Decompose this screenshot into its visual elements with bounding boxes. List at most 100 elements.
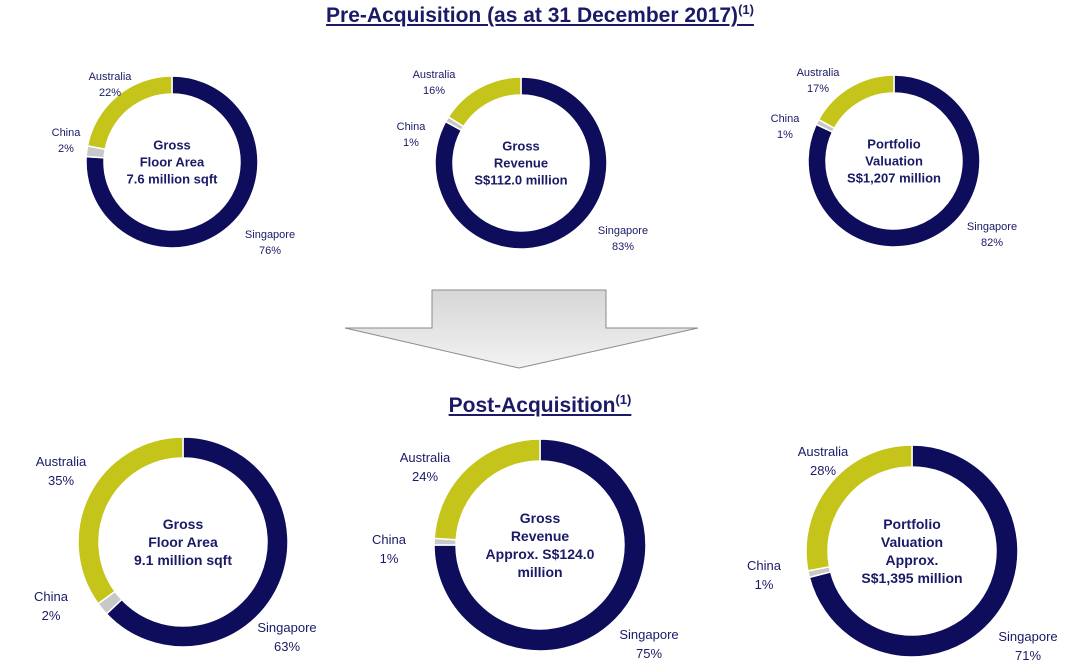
center-label-line: Valuation [865, 154, 923, 169]
slice-label-australia: Australia 16% [413, 69, 457, 97]
post-acquisition-title-text: Post-Acquisition [448, 394, 616, 417]
slice-label-name: Singapore [245, 229, 295, 241]
slice-label-australia: Australia 35% [36, 454, 87, 488]
donut-pre-gfa: Singapore 76% China 2% Australia 22% Gross Floo… [52, 71, 295, 257]
slice-label-name: Australia [89, 71, 133, 83]
slice-label-singapore: Singapore 76% [245, 229, 295, 257]
slice-singapore [433, 438, 647, 652]
slice-label-singapore: Singapore 63% [257, 620, 316, 654]
slice-label-china: China 2% [34, 589, 69, 623]
slice-label-name: China [52, 127, 82, 139]
slice-label-singapore: Singapore 75% [619, 627, 678, 661]
slice-label-value: 76% [259, 245, 281, 257]
center-label-line: million [517, 564, 562, 580]
center-label-line: Approx. [886, 552, 939, 568]
slice-label-name: Australia [36, 454, 87, 469]
slice-label-singapore: Singapore 82% [967, 221, 1017, 249]
slice-singapore [807, 74, 981, 248]
post-acquisition-footnote-ref: (1) [615, 392, 632, 407]
slice-label-name: Australia [413, 69, 457, 81]
donut-post-gfa: Singapore 63% China 2% Australia 35% Gross Floo… [34, 436, 317, 654]
donut-pre-valuation: Singapore 82% China 1% Australia 17% Portfolio… [771, 67, 1017, 249]
center-label-line: Floor Area [140, 155, 205, 170]
slice-label-value: 1% [777, 129, 793, 141]
slice-label-name: China [747, 558, 782, 573]
slice-label-name: China [771, 113, 801, 125]
slice-label-name: Singapore [598, 225, 648, 237]
center-label-line: Portfolio [867, 137, 920, 152]
slice-label-name: Australia [798, 444, 849, 459]
slice-label-value: 28% [810, 463, 836, 478]
slice-label-name: China [397, 121, 427, 133]
slice-label-name: Australia [400, 450, 451, 465]
slice-label-name: Australia [797, 67, 841, 79]
donut-center-label: Portfolio Valuation S$1,207 million [847, 137, 941, 186]
slice-label-china: China 2% [52, 127, 82, 155]
donut-center-label: Gross Revenue S$112.0 million [474, 139, 567, 188]
center-label-line: S$112.0 million [474, 173, 567, 188]
slice-singapore [434, 76, 608, 250]
slice-label-name: Singapore [998, 629, 1057, 644]
slice-label-australia: Australia 24% [400, 450, 451, 484]
center-label-line: Revenue [494, 156, 548, 171]
center-label-line: S$1,395 million [861, 570, 962, 586]
pre-acquisition-footnote-ref: (1) [738, 2, 754, 17]
slice-australia [86, 75, 173, 151]
donut-pre-revenue: Singapore 83% China 1% Australia 16% Gross Reve… [397, 69, 648, 253]
center-label-line: S$1,207 million [847, 171, 941, 186]
slice-label-singapore: Singapore 83% [598, 225, 648, 253]
center-label-line: Gross [153, 138, 191, 153]
slice-label-value: 16% [423, 85, 445, 97]
slice-label-value: 2% [58, 143, 74, 155]
donut-center-label: Gross Floor Area 9.1 million sqft [134, 516, 232, 568]
slice-label-name: China [372, 532, 407, 547]
slice-label-china: China 1% [397, 121, 427, 149]
slice-singapore [105, 436, 289, 648]
center-label-line: Gross [502, 139, 540, 154]
donut-post-revenue: Singapore 75% China 1% Australia 24% Gross Reve… [372, 438, 679, 661]
slice-label-value: 82% [981, 237, 1003, 249]
center-label-line: Valuation [881, 534, 943, 550]
slice-australia [433, 438, 541, 541]
slice-label-value: 71% [1015, 648, 1041, 663]
slice-label-name: Singapore [619, 627, 678, 642]
center-label-line: Approx. S$124.0 [486, 546, 595, 562]
transition-arrow [344, 289, 699, 369]
slice-label-name: China [34, 589, 69, 604]
center-label-line: Portfolio [883, 516, 941, 532]
center-label-line: Revenue [511, 528, 570, 544]
center-label-line: Gross [520, 510, 561, 526]
pre-acquisition-title: Pre-Acquisition (as at 31 December 2017)… [0, 2, 1080, 28]
donut-center-label: Gross Revenue Approx. S$124.0 million [486, 510, 595, 580]
slice-australia [447, 76, 522, 128]
center-label-line: 7.6 million sqft [126, 172, 218, 187]
slice-label-australia: Australia 22% [89, 71, 133, 99]
slice-label-china: China 1% [771, 113, 801, 141]
center-label-line: 9.1 million sqft [134, 552, 232, 568]
slice-label-value: 17% [807, 83, 829, 95]
donut-post-valuation: Singapore 71% China 1% Australia 28% Portfolio… [747, 444, 1058, 663]
slice-label-value: 75% [636, 646, 662, 661]
slice-label-value: 1% [755, 577, 774, 592]
slice-singapore [85, 75, 259, 249]
slice-label-name: Singapore [257, 620, 316, 635]
donut-center-label: Gross Floor Area 7.6 million sqft [126, 138, 218, 187]
slice-label-value: 24% [412, 469, 438, 484]
slice-label-name: Singapore [967, 221, 1017, 233]
slice-label-value: 35% [48, 473, 74, 488]
slice-label-value: 1% [380, 551, 399, 566]
slice-label-value: 1% [403, 137, 419, 149]
slice-singapore [808, 444, 1019, 658]
slice-australia [817, 74, 895, 130]
slice-label-china: China 1% [747, 558, 782, 592]
pre-acquisition-title-text: Pre-Acquisition (as at 31 December 2017) [326, 4, 739, 27]
center-label-line: Floor Area [148, 534, 218, 550]
slice-label-value: 2% [42, 608, 61, 623]
center-label-line: Gross [163, 516, 204, 532]
slice-label-value: 22% [99, 87, 121, 99]
slice-label-value: 63% [274, 639, 300, 654]
slice-australia [805, 444, 913, 572]
donut-center-label: Portfolio Valuation Approx. S$1,395 million [861, 516, 962, 586]
slice-label-australia: Australia 28% [798, 444, 849, 478]
